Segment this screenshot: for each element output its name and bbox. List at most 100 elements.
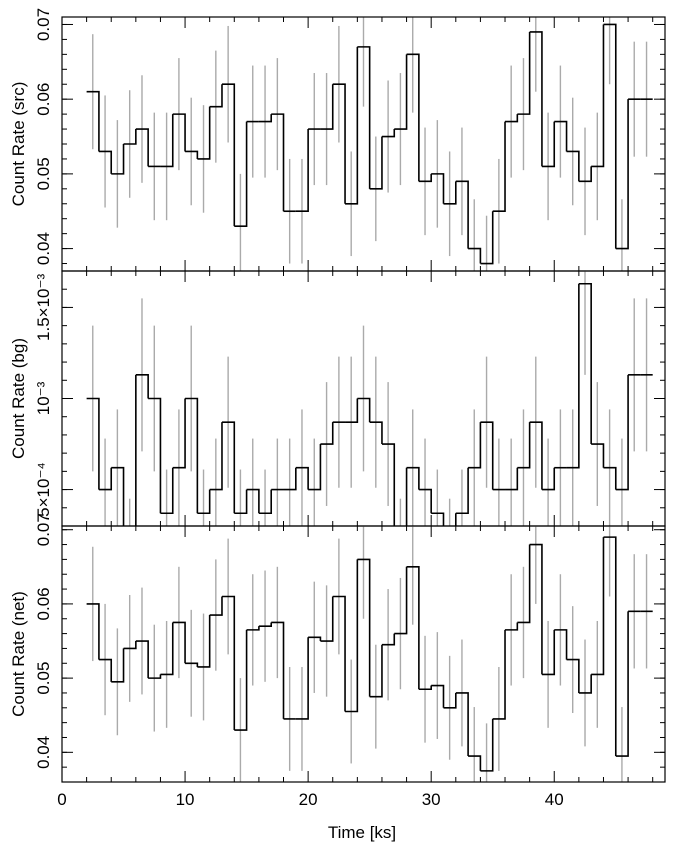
data-bin <box>357 46 371 189</box>
data-bin <box>332 595 346 712</box>
data-bin <box>517 422 531 469</box>
x-tick-label: 10 <box>176 790 195 809</box>
data-bin <box>615 611 629 757</box>
data-bin <box>209 422 223 491</box>
data-bin <box>529 543 543 675</box>
data-bin <box>357 558 371 697</box>
data-bin <box>603 23 617 249</box>
data-bin <box>172 621 186 664</box>
data-bin <box>111 648 125 683</box>
data-bin <box>591 24 605 168</box>
data-bin <box>418 685 432 691</box>
data-bin <box>135 640 149 679</box>
data-bin <box>308 444 322 491</box>
data-bin <box>505 622 519 631</box>
data-bin <box>258 622 273 627</box>
data-bin <box>578 674 592 694</box>
data-bin <box>98 150 113 174</box>
data-bin <box>480 718 494 772</box>
data-bin <box>258 489 273 515</box>
data-bin <box>258 114 273 123</box>
data-bin <box>517 31 531 115</box>
x-axis-title: Time [ks] <box>328 823 396 842</box>
data-bin <box>541 629 556 676</box>
data-bin <box>332 83 346 204</box>
data-bin <box>197 615 211 668</box>
data-bin <box>480 211 494 265</box>
data-bin <box>431 684 445 708</box>
data-bin <box>529 421 543 490</box>
data-bin <box>454 513 457 526</box>
data-bin <box>295 129 309 213</box>
data-bin <box>185 397 199 514</box>
data-bin <box>135 374 149 399</box>
data-bin <box>517 544 531 624</box>
data-bin <box>172 113 186 152</box>
data-bin <box>185 662 199 667</box>
y-axis-title-src: Count Rate (src) <box>9 82 28 207</box>
data-bin <box>209 84 223 108</box>
data-bin <box>271 621 285 719</box>
data-bin <box>443 692 457 709</box>
data-bin <box>197 489 211 515</box>
plot-area-src <box>86 17 653 271</box>
y-tick-label: 5×10⁻⁴ <box>34 462 53 517</box>
data-bin <box>148 674 162 679</box>
data-bin <box>148 397 162 514</box>
data-bin <box>111 466 125 526</box>
data-bin <box>603 466 617 490</box>
data-bin <box>295 466 309 490</box>
data-bin <box>529 31 543 167</box>
plot-area-bg <box>86 271 653 526</box>
data-bin <box>405 467 408 526</box>
y-tick-label: 1.5×10⁻³ <box>34 274 53 341</box>
data-bin <box>369 421 383 445</box>
data-bin <box>615 374 629 491</box>
data-bin <box>246 626 260 631</box>
y-axis-title-net: Count Rate (net) <box>9 591 28 717</box>
data-bin <box>345 398 359 423</box>
y-tick-label: 0.06 <box>34 83 53 116</box>
data-bin <box>197 106 211 160</box>
y-tick-label: 0.04 <box>34 232 53 265</box>
data-bin <box>541 121 556 168</box>
data-bin <box>369 644 383 698</box>
data-bin <box>492 629 506 720</box>
y-tick-label: 0.05 <box>34 157 53 190</box>
data-bin <box>160 467 174 515</box>
data-bin <box>221 421 236 514</box>
x-tick-label: 40 <box>545 790 564 809</box>
data-bin <box>135 374 137 526</box>
data-bin <box>160 114 174 168</box>
data-bin <box>295 637 309 720</box>
data-bin <box>406 466 420 490</box>
data-bin <box>554 629 568 660</box>
y-tick-label: 0.07 <box>34 8 53 41</box>
data-bin <box>480 421 494 490</box>
data-bin <box>603 536 617 757</box>
data-bin <box>160 622 174 676</box>
data-bin <box>541 467 556 491</box>
data-bin <box>578 166 592 183</box>
y-tick-label: 0.06 <box>34 587 53 620</box>
data-bin <box>468 247 482 264</box>
y-tick-label: 0.07 <box>34 513 53 546</box>
data-bin <box>320 84 334 130</box>
data-bin <box>86 90 100 152</box>
data-bin <box>505 114 519 123</box>
data-bin <box>381 443 396 526</box>
y-tick-label: 10⁻³ <box>34 381 53 415</box>
data-bin <box>246 488 260 514</box>
data-bin <box>135 128 149 167</box>
panel-net: 0.04 0.05 0.06 0.07 Count Rate (net) 0 10 20 30 4… <box>9 513 666 809</box>
x-tick-label: 30 <box>422 790 441 809</box>
data-bin <box>418 488 432 514</box>
data-bin <box>123 641 137 650</box>
data-bin <box>369 136 383 190</box>
data-bin <box>455 692 469 757</box>
data-bin <box>86 603 100 660</box>
data-bin <box>455 467 469 515</box>
data-bin <box>455 180 469 249</box>
data-bin <box>221 595 236 731</box>
